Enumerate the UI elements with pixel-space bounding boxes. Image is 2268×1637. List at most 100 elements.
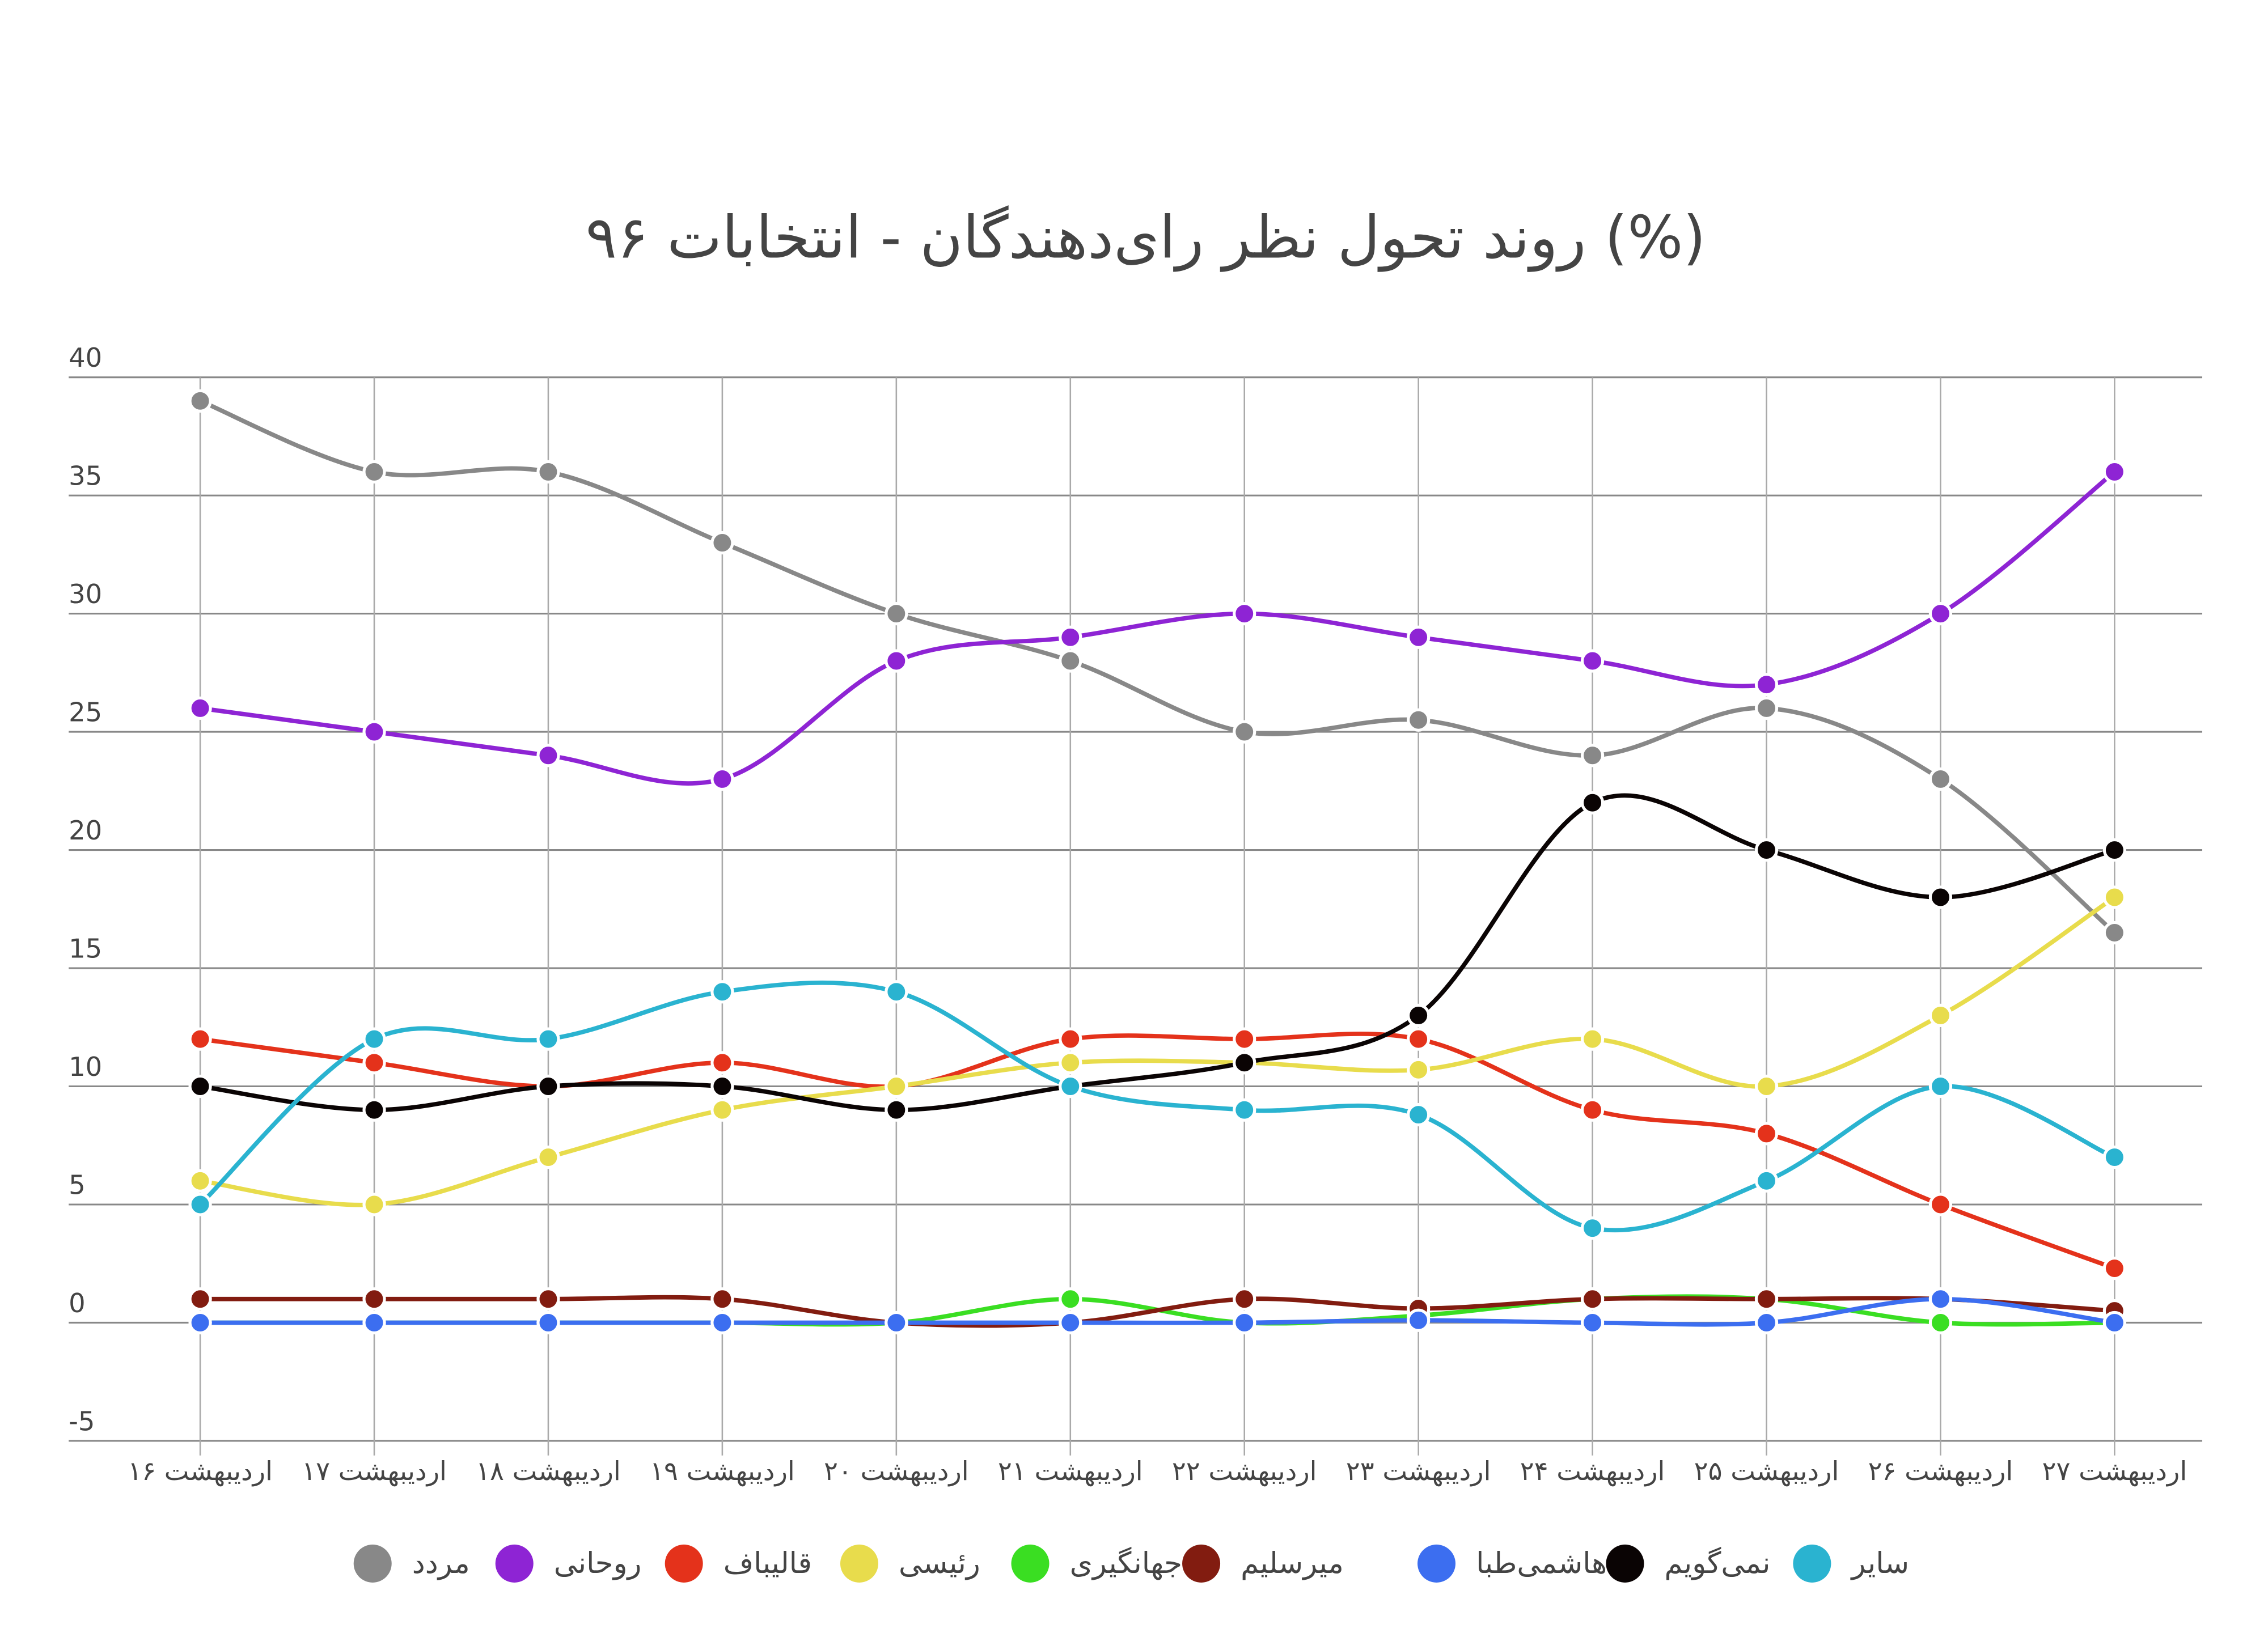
x-tick-label: اردیبهشت ۲۲ [1172,1456,1317,1486]
point [885,1311,908,1335]
y-tick-label: 0 [69,1288,86,1318]
point [1580,1287,1605,1311]
point [710,1098,734,1122]
y-tick-label: 20 [69,815,102,846]
x-tick-label: اردیبهشت ۲۰ [824,1456,969,1486]
point [2102,838,2127,862]
point [1928,1287,1953,1311]
point [1580,649,1605,673]
point [1233,720,1256,744]
point [536,1145,560,1169]
point [1059,1311,1082,1335]
x-tick-label: اردیبهشت ۲۶ [1868,1456,2013,1486]
legend-label: میرسلیم [1241,1546,1344,1580]
point [188,389,212,413]
point [536,1027,560,1051]
y-tick-label: 40 [69,342,102,373]
point [2102,1311,2127,1335]
lines [188,389,2127,1335]
point [885,601,908,626]
point [1580,791,1605,815]
point [362,1051,386,1075]
point [1059,1074,1082,1099]
legend-swatch [840,1544,878,1583]
legend-label: قالیباف [723,1546,812,1580]
point [1407,1308,1431,1332]
x-tick-label: اردیبهشت ۱۹ [650,1456,795,1486]
point [1928,1074,1953,1099]
y-tick-label: 15 [69,934,102,964]
point [885,649,908,673]
chart-title: روند تحول نظر رای‌دهندگان - انتخابات ۹۶ … [586,203,1706,272]
point [1928,767,1953,791]
point [1754,1311,1779,1335]
series-line [200,470,2116,786]
legend-label: نمی‌گویم [1665,1546,1771,1580]
point [362,1193,386,1216]
point [710,1051,734,1075]
x-tick-label: اردیبهشت ۲۵ [1694,1456,1839,1486]
point [1407,708,1431,732]
point [1754,1169,1779,1193]
point [1928,1003,1953,1028]
point [2102,885,2127,909]
point [188,1074,212,1099]
point [2102,460,2127,484]
point [536,1074,560,1099]
point [1928,601,1953,626]
point [1407,1027,1431,1051]
point [362,460,386,484]
legend-swatch [1011,1544,1050,1583]
series-line [199,398,2116,935]
legend-label: روحانی [554,1546,642,1580]
series-line [198,980,2115,1233]
legend-swatch [1793,1544,1831,1583]
y-tick-label: 30 [69,579,102,609]
y-tick-label: -5 [69,1406,95,1437]
point [1754,1074,1779,1099]
point [1580,744,1605,767]
point [710,767,734,791]
point [710,531,734,555]
legend: مردد روحانی قالیباف رئیسی جهانگیری میرسلیم هاش… [353,1544,1909,1583]
point [885,1098,908,1122]
series-line [200,1031,2115,1271]
point [362,1311,386,1335]
x-tick-label: اردیبهشت ۲۴ [1520,1456,1665,1486]
legend-label: هاشمی‌طبا [1476,1546,1607,1580]
point [885,1074,908,1099]
x-tick-label: اردیبهشت ۲۳ [1346,1456,1491,1486]
point [1233,1287,1256,1311]
point [710,1311,734,1335]
y-tick-label: 35 [69,461,102,491]
series-line [200,895,2116,1207]
point [2102,1256,2127,1280]
point [188,1287,212,1311]
point [1233,1027,1256,1051]
point [362,1027,386,1051]
point [362,720,386,744]
point [536,460,560,484]
point [1580,1216,1605,1240]
x-tick-label: اردیبهشت ۱۸ [476,1456,621,1486]
point [1233,1051,1256,1075]
x-tick-label: اردیبهشت ۱۷ [302,1456,447,1486]
point [1928,885,1953,909]
point [1233,1311,1256,1335]
point [1233,1098,1256,1122]
point [1754,1287,1779,1311]
point [1580,1098,1605,1122]
point [1233,601,1256,626]
point [2102,921,2127,945]
point [2102,1145,2127,1169]
point [1407,625,1431,649]
legend-label: رئیسی [899,1546,980,1580]
x-tick-label: اردیبهشت ۲۷ [2042,1456,2187,1486]
x-tick-label: اردیبهشت ۲۱ [998,1456,1143,1486]
legend-swatch [1417,1544,1456,1583]
grid: -5 0 5 10 15 20 25 30 35 40 اردیبهشت ۱۶ اردیبهشت ۱۷… [69,342,2203,1486]
point [536,1311,560,1335]
point [1754,696,1779,720]
legend-label: جهانگیری [1070,1546,1182,1580]
